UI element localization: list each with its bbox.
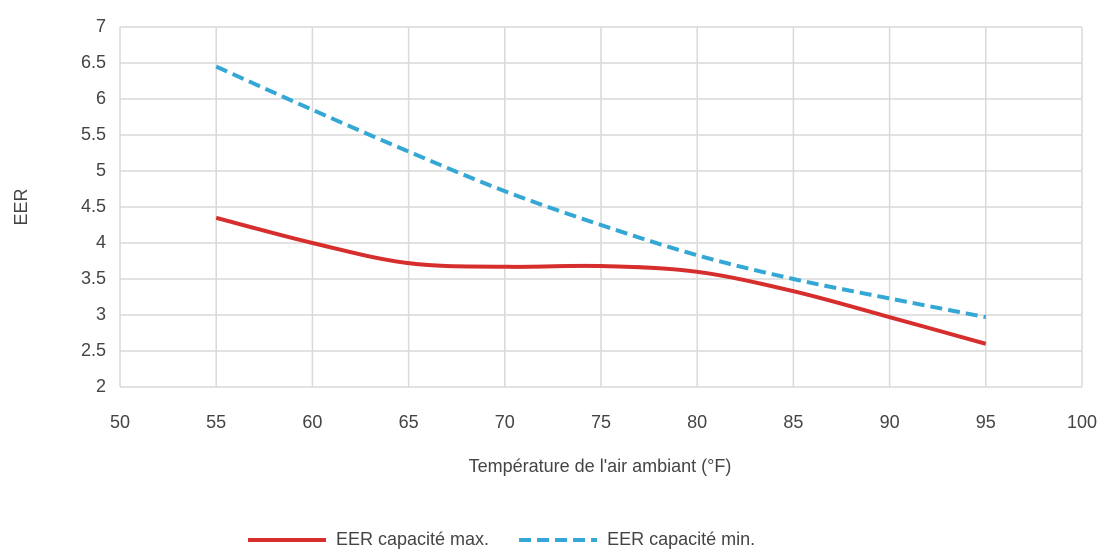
y-tick-label: 3.5 (81, 268, 106, 288)
x-tick-label: 90 (880, 412, 900, 432)
y-tick-label: 2 (96, 376, 106, 396)
legend-label: EER capacité min. (607, 529, 755, 549)
y-tick-label: 5.5 (81, 124, 106, 144)
y-tick-label: 4.5 (81, 196, 106, 216)
x-tick-label: 55 (206, 412, 226, 432)
y-tick-label: 4 (96, 232, 106, 252)
x-tick-label: 75 (591, 412, 611, 432)
x-tick-label: 95 (976, 412, 996, 432)
line (215, 215, 987, 346)
y-tick-label: 2.5 (81, 340, 106, 360)
y-tick-label: 5 (96, 160, 106, 180)
x-tick-label: 60 (302, 412, 322, 432)
x-tick-label: 85 (783, 412, 803, 432)
x-tick-label: 50 (110, 412, 130, 432)
y-tick-label: 6.5 (81, 52, 106, 72)
y-axis-title: EER (11, 188, 31, 225)
x-tick-label: 70 (495, 412, 515, 432)
line (215, 64, 987, 320)
y-tick-label: 6 (96, 88, 106, 108)
x-tick-label: 80 (687, 412, 707, 432)
y-tick-label: 3 (96, 304, 106, 324)
y-tick-label: 7 (96, 16, 106, 36)
x-axis-title: Température de l'air ambiant (°F) (469, 456, 732, 476)
x-tick-label: 65 (399, 412, 419, 432)
x-tick-label: 100 (1067, 412, 1097, 432)
legend-label: EER capacité max. (336, 529, 489, 549)
